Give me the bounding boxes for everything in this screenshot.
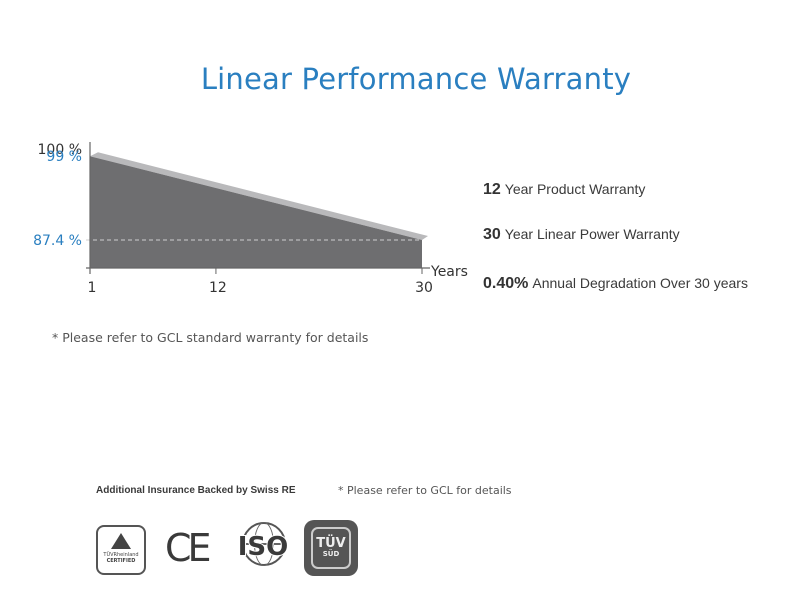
tuv-sud-subtext: SÜD [322,550,340,558]
spec-number: 30 [483,226,501,243]
tuv-rheinland-logo: TÜVRheinland CERTIFIED [96,525,146,575]
x-tick-label: 30 [415,280,433,296]
insurance-label: Additional Insurance Backed by Swiss RE [96,485,296,496]
x-axis-label: Years [430,264,468,280]
spec-text: Annual Degradation Over 30 years [532,275,748,291]
spec-product-warranty: 12 Year Product Warranty [483,181,645,199]
tuv-rheinland-text: TÜVRheinland [103,552,139,558]
y-tick-label: 87.4 % [33,233,82,249]
iso-text: ISO [237,531,290,563]
page-title: Linear Performance Warranty [200,62,632,96]
insurance-footnote: * Please refer to GCL for details [338,484,512,497]
tuv-sud-logo: TÜV SÜD [304,520,358,576]
spec-annual-degradation: 0.40% Annual Degradation Over 30 years [483,275,748,293]
spec-power-warranty: 30 Year Linear Power Warranty [483,226,680,244]
x-tick-label: 12 [209,280,227,296]
tuv-sud-text: TÜV [316,536,346,551]
spec-text: Year Product Warranty [504,181,646,197]
iso-logo: ISO [230,522,296,576]
spec-number: 12 [483,181,501,198]
spec-text: Year Linear Power Warranty [504,226,680,242]
y-tick-label: 100 % [38,142,82,158]
warranty-footnote: * Please refer to GCL standard warranty … [52,330,369,345]
area-top-edge [90,152,428,240]
tuv-rheinland-certified: CERTIFIED [106,558,136,564]
area-series [90,156,422,268]
spec-number: 0.40% [483,275,529,292]
x-tick-label: 1 [88,280,97,296]
y-tick-label: 99 % [46,149,82,165]
globe-icon [242,522,286,566]
triangle-icon [111,533,131,549]
ce-mark-logo: CE [165,526,212,570]
